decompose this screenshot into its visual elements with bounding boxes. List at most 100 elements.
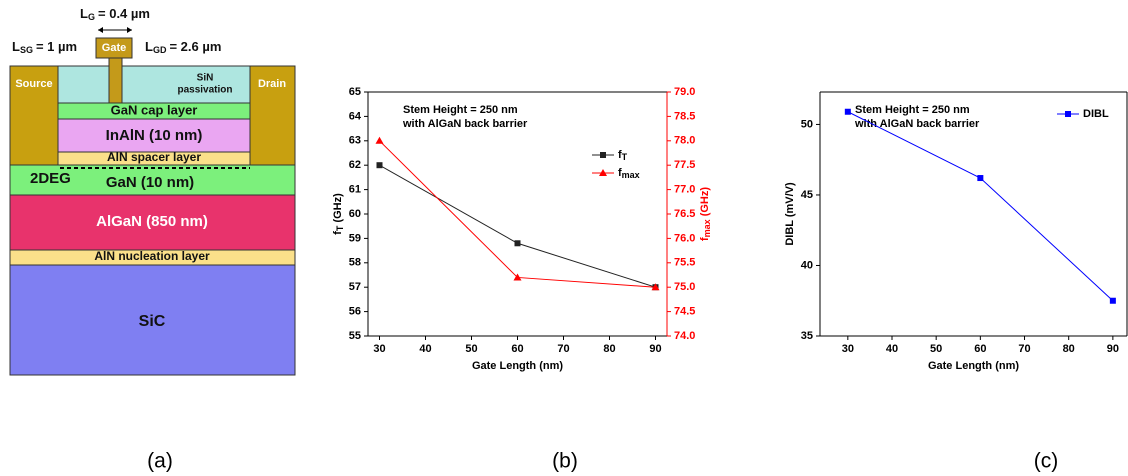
channel-layer (9, 164, 296, 196)
x-tick-label: 60 (974, 343, 986, 355)
panel-label: (a) (147, 450, 173, 473)
y2-tick-label: 78.0 (674, 135, 695, 147)
legend-name: DIBL (1083, 108, 1109, 120)
source-label: Source (15, 78, 52, 90)
x-tick-label: 60 (511, 343, 523, 355)
barrier-layer (57, 118, 251, 153)
legend-sub: T (622, 152, 628, 162)
y2-tick-label: 76.5 (674, 208, 695, 220)
device-diagram: LG = 0.4 µm LSG = 1 µm LGD = 2.6 µm Gate So… (9, 6, 296, 376)
annotation: with AlGaN back barrier (402, 118, 528, 130)
gate-label: Gate (102, 42, 126, 54)
x-tick-label: 70 (1018, 343, 1030, 355)
y-tick-label: 45 (801, 189, 813, 201)
layer-label: GaN cap layer (111, 102, 198, 117)
annotation: Stem Height = 250 nm (403, 104, 518, 116)
marker (1065, 111, 1071, 117)
marker (977, 175, 984, 182)
drain-label: Drain (258, 78, 286, 90)
y-tick-label: 61 (349, 184, 361, 196)
marker (1109, 297, 1116, 304)
x-tick-label: 50 (930, 343, 942, 355)
annotation: Stem Height = 250 nm (855, 104, 970, 116)
series-line (379, 164, 656, 288)
x-axis-label: Gate Length (nm) (472, 360, 563, 372)
y-tick-label: 63 (349, 135, 361, 147)
sin-layer (57, 65, 251, 104)
y-tick-label: 60 (349, 208, 361, 220)
y-tick-label: 59 (349, 232, 361, 244)
legend-name: f (618, 167, 622, 179)
sin-label: SiN (197, 73, 214, 84)
x-tick-label: 30 (842, 343, 854, 355)
sin-label: passivation (177, 85, 232, 96)
source-contact (9, 65, 59, 174)
y-axis-label-main: f (332, 231, 344, 235)
x-tick-label: 30 (373, 343, 385, 355)
y2-tick-label: 78.5 (674, 110, 695, 122)
y-tick-label: 55 (349, 330, 361, 342)
channel-label: 2DEG (30, 170, 71, 187)
y-tick-label: 56 (349, 306, 361, 318)
x-tick-label: 50 (465, 343, 477, 355)
x-tick-label: 90 (1107, 343, 1119, 355)
y2-tick-label: 75.5 (674, 257, 695, 269)
x-tick-label: 40 (419, 343, 431, 355)
layer-label: InAlN (10 nm) (106, 127, 203, 144)
layer-label: SiC (139, 313, 166, 330)
substrate (9, 264, 296, 376)
y2-tick-label: 77.0 (674, 184, 695, 196)
x-axis-label: Gate Length (nm) (928, 360, 1019, 372)
marker (844, 108, 851, 115)
layer-label: GaN (10 nm) (106, 174, 194, 191)
x-tick-label: 80 (1063, 343, 1075, 355)
legend-label: DIBL (1083, 108, 1109, 120)
series-line (847, 111, 1114, 302)
gate-stem (108, 57, 123, 104)
marker (651, 283, 660, 291)
panel-label: (c) (1034, 450, 1059, 473)
y2-axis-label-main: f (699, 237, 711, 241)
y2-tick-label: 76.0 (674, 232, 695, 244)
y2-tick-label: 77.5 (674, 159, 695, 171)
y-axis-label: DIBL (mV/V) (784, 182, 796, 246)
marker (513, 273, 522, 281)
x-tick-label: 80 (603, 343, 615, 355)
annotation: with AlGaN back barrier (854, 118, 980, 130)
y2-tick-label: 75.0 (674, 281, 695, 293)
y-axis-label-unit: (GHz) (332, 193, 344, 226)
y2-axis-label: fmax (GHz) (699, 187, 712, 241)
layer-label: AlGaN (850 nm) (96, 213, 208, 230)
marker (376, 162, 383, 169)
layer-label: AlN spacer layer (107, 150, 201, 164)
layer-label: AlN nucleation layer (94, 249, 210, 263)
marker (514, 240, 521, 247)
y-axis-label: fT (GHz) (332, 193, 345, 235)
y-tick-label: 65 (349, 86, 361, 98)
legend-label: fmax (618, 167, 640, 180)
y-tick-label: 40 (801, 259, 813, 271)
series-line (379, 140, 656, 288)
x-tick-label: 90 (649, 343, 661, 355)
y-axis-label-sub: T (335, 225, 345, 231)
y-tick-label: 57 (349, 281, 361, 293)
panel-label: (b) (552, 450, 578, 473)
y-tick-label: 64 (349, 110, 362, 122)
y-tick-label: 58 (349, 257, 361, 269)
legend-name: f (618, 149, 622, 161)
y2-tick-label: 74.5 (674, 306, 695, 318)
marker (375, 136, 384, 144)
y-tick-label: 50 (801, 118, 813, 130)
x-tick-label: 70 (557, 343, 569, 355)
y2-tick-label: 79.0 (674, 86, 695, 98)
lsg-label: LSG = 1 µm (12, 39, 77, 55)
marker (600, 152, 606, 158)
lgd-label: LGD = 2.6 µm (145, 39, 221, 55)
y2-tick-label: 74.0 (674, 330, 695, 342)
x-tick-label: 40 (886, 343, 898, 355)
marker (599, 169, 607, 176)
y2-axis-label-unit: (GHz) (699, 187, 711, 220)
lg-label: LG = 0.4 µm (80, 6, 150, 22)
legend-label: fT (618, 149, 628, 162)
